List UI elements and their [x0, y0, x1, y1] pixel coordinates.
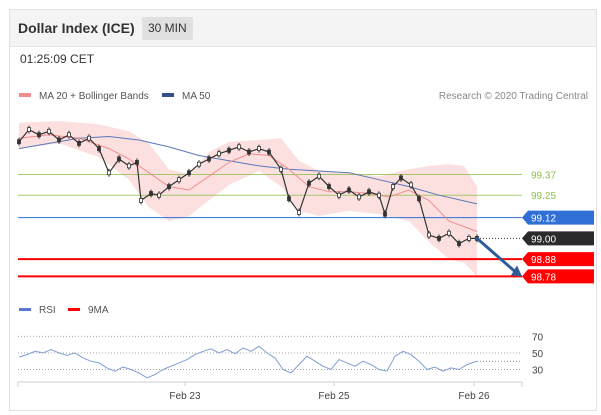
- candle-body: [37, 132, 41, 138]
- candle-body: [457, 241, 461, 246]
- candle-body: [383, 211, 387, 217]
- candle-body: [437, 236, 441, 241]
- candle-body: [197, 161, 201, 167]
- x-tick-label: Feb 25: [318, 391, 350, 402]
- candle-body: [139, 198, 143, 203]
- widget-header: Dollar Index (ICE) 30 MIN: [10, 10, 596, 47]
- x-tick-label: Feb 26: [458, 391, 490, 402]
- candle-body: [107, 170, 111, 176]
- candle-body: [67, 132, 71, 138]
- ma20-line: [18, 134, 478, 232]
- price-series: [17, 125, 479, 248]
- ma20-legend-swatch: [19, 93, 31, 97]
- timeframe-badge[interactable]: 30 MIN: [142, 17, 193, 40]
- candle-body: [267, 149, 271, 155]
- candle-body: [317, 173, 321, 179]
- candle-body: [357, 194, 361, 200]
- candle-body: [417, 196, 421, 202]
- candle-body: [377, 192, 381, 198]
- candle-body: [167, 184, 171, 189]
- bollinger-band-area: [19, 121, 477, 277]
- rsi-panel: 70 50 30: [18, 332, 544, 379]
- level-tag-98.88: [522, 252, 594, 267]
- candle-body: [157, 192, 161, 198]
- candle-body: [227, 147, 231, 153]
- level-tag-99.00: [522, 231, 594, 246]
- chart-widget: Dollar Index (ICE) 30 MIN 01:25:09 CET M…: [9, 9, 597, 411]
- candle-body: [77, 141, 81, 146]
- ma50-legend-label: MA 50: [182, 91, 211, 102]
- rsi-tick-label-70: 70: [532, 332, 544, 343]
- candle-body: [237, 144, 241, 150]
- candle-body: [127, 163, 131, 169]
- candle-body: [447, 230, 451, 236]
- rsi-tick-label-50: 50: [532, 349, 544, 360]
- candle-body: [177, 177, 181, 183]
- ma50-legend-swatch: [162, 93, 174, 97]
- forecast-arrow-shaft: [475, 236, 518, 274]
- candle-body: [347, 187, 351, 193]
- forecast-arrow: [475, 236, 522, 277]
- ma20-legend-label: MA 20 + Bollinger Bands: [39, 91, 149, 102]
- candle-body: [427, 232, 431, 238]
- candle-body: [217, 151, 221, 157]
- candle-body: [57, 137, 61, 143]
- candle-body: [307, 180, 311, 186]
- level-label-98.78: 98.78: [531, 272, 556, 283]
- ma9-legend-label: 9MA: [88, 305, 109, 316]
- candle-body: [467, 236, 471, 241]
- rsi-line: [18, 345, 478, 379]
- candle-body: [279, 166, 283, 172]
- moving-averages: [18, 134, 478, 232]
- candle-body: [47, 128, 51, 134]
- bollinger-band: [19, 121, 477, 277]
- level-label-99.00: 99.00: [531, 234, 556, 245]
- ma50-line: [18, 135, 478, 205]
- candle-body: [207, 156, 211, 162]
- forecast-arrow-head: [511, 265, 522, 277]
- credit-label: Research © 2020 Trading Central: [439, 91, 588, 102]
- candle-body: [187, 170, 191, 176]
- x-tick-label: Feb 23: [169, 391, 201, 402]
- candle-body: [287, 196, 291, 202]
- candle-body: [297, 210, 301, 215]
- level-tag-98.78: [522, 269, 594, 284]
- level-label-99.12: 99.12: [531, 214, 556, 225]
- candle-body: [257, 146, 261, 151]
- candle-body: [399, 175, 403, 181]
- level-lines: 99.37 99.25 99.12 99.00 98.88 98.78: [18, 171, 594, 284]
- level-tag-99.12: [522, 210, 594, 225]
- ma9-legend-swatch: [68, 308, 80, 311]
- candle-body: [17, 139, 21, 145]
- rsi-legend-swatch: [19, 308, 31, 311]
- candle-body: [117, 156, 121, 162]
- candle-body: [97, 146, 101, 151]
- candle-body: [337, 192, 341, 198]
- candle-body: [367, 189, 371, 195]
- timestamp: 01:25:09 CET: [20, 52, 95, 66]
- candle-body: [27, 127, 31, 132]
- candle-body: [149, 191, 153, 196]
- x-axis-labels: Feb 23 Feb 25 Feb 26: [169, 382, 490, 402]
- candle-body: [87, 135, 91, 141]
- rsi-legend-label: RSI: [39, 305, 56, 316]
- candle-body: [135, 160, 139, 165]
- level-label-98.88: 98.88: [531, 255, 556, 266]
- candle-body: [409, 182, 413, 188]
- price-chart: MA 20 + Bollinger Bands MA 50 Research ©…: [17, 91, 594, 402]
- candle-body: [391, 184, 395, 189]
- candle-body: [247, 149, 251, 155]
- instrument-title: Dollar Index (ICE): [18, 20, 135, 36]
- level-label-99.25: 99.25: [531, 191, 556, 202]
- level-label-99.37: 99.37: [531, 171, 556, 182]
- candle-body: [327, 184, 331, 189]
- rsi-tick-label-30: 30: [532, 366, 544, 377]
